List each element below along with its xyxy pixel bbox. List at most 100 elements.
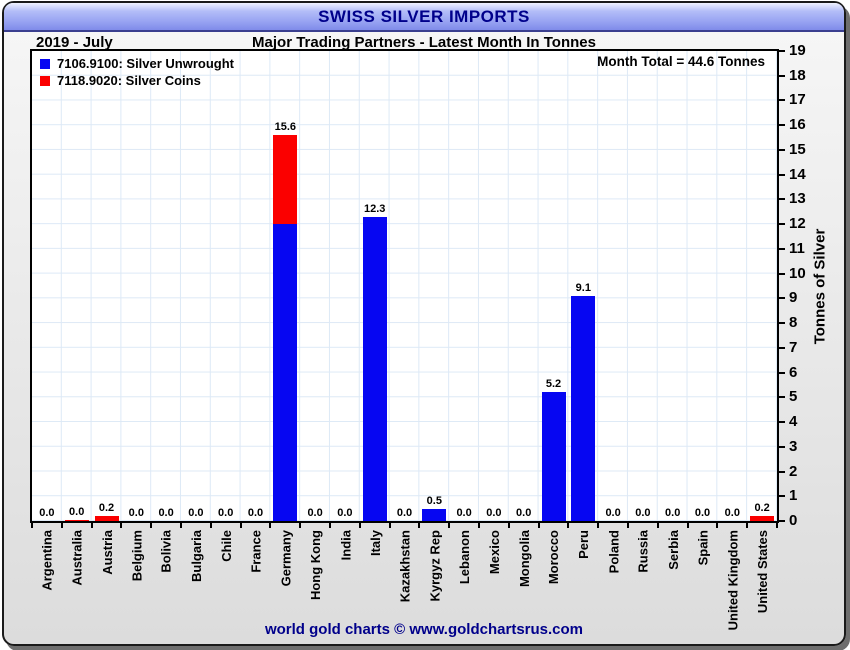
y-tick-label: 17 [789, 91, 806, 109]
x-tick [448, 523, 451, 528]
x-axis-label: Argentina [39, 530, 55, 591]
bar-value-label: 0.0 [39, 507, 55, 519]
x-tick [120, 523, 123, 528]
y-tick-label: 0 [789, 512, 798, 529]
x-axis-label: Kazakhstan [397, 530, 413, 603]
bar-value-label: 0.0 [635, 507, 651, 519]
bar-value-label: 0.0 [158, 507, 174, 519]
x-tick [507, 523, 510, 528]
chart-area: 0.0 0.0 0.2 0.0 0.0 0.0 0.0 0.0 15.6 0.0 0.0 12.3 0.… [30, 42, 844, 649]
bar-value-label: 15.6 [274, 121, 296, 134]
bar-value-label: 5.2 [545, 378, 562, 391]
y-tick-label: 16 [789, 116, 806, 134]
y-tick-label: 11 [789, 239, 805, 257]
y-tick-label: 5 [789, 388, 798, 406]
x-axis-label: Chile [218, 530, 234, 562]
y-tick-label: 18 [789, 66, 806, 84]
y-tick [779, 99, 785, 102]
x-tick [90, 523, 93, 528]
x-tick [329, 523, 331, 528]
x-axis-label: Bolivia [159, 530, 175, 573]
y-tick [779, 346, 785, 349]
x-tick [358, 523, 361, 528]
y-tick [779, 247, 785, 250]
x-axis-label: Serbia [665, 530, 681, 570]
bar-value-label: 0.0 [337, 507, 353, 519]
bar-segment [541, 392, 566, 521]
y-tick [779, 74, 785, 77]
x-tick [567, 523, 570, 528]
y-tick [779, 470, 785, 473]
y-tick-label: 7 [789, 338, 798, 356]
y-tick-label: 1 [789, 487, 798, 505]
bar-value-label: 12.3 [363, 202, 386, 215]
x-axis-label: Australia [69, 530, 85, 586]
bar-segment [422, 508, 447, 521]
y-tick [779, 148, 785, 151]
x-tick [716, 523, 719, 528]
y-tick-label: 9 [789, 289, 798, 307]
y-tick [779, 198, 785, 201]
x-axis-label: Poland [606, 530, 622, 574]
legend-item: 7118.9020: Silver Coins [40, 72, 234, 89]
x-axis-label: Lebanon [457, 530, 473, 585]
y-tick-label: 19 [789, 42, 806, 59]
bar-value-label: 0.2 [754, 502, 770, 515]
x-tick [656, 523, 659, 528]
x-tick [776, 523, 778, 528]
x-tick [746, 523, 749, 528]
bar-value-label: 0.0 [456, 507, 472, 519]
bar-value-label: 0.0 [218, 507, 234, 519]
x-axis-label: India [337, 530, 353, 561]
footer-credit: world gold charts © www.goldchartsrus.co… [264, 621, 584, 638]
chart-header: 2019 - July Major Trading Partners - Lat… [4, 34, 844, 52]
x-axis-label: Peru [576, 530, 592, 559]
bar-segment [571, 295, 596, 521]
legend-item: 7106.9100: Silver Unwrought [40, 55, 234, 72]
bar-value-label: 0.0 [396, 507, 413, 519]
bar-value-label: 0.0 [486, 507, 502, 519]
x-tick [299, 523, 302, 528]
y-tick-label: 15 [789, 140, 806, 158]
x-axis-label: France [248, 530, 264, 573]
bar-segment [273, 135, 298, 225]
bar-segment [750, 516, 775, 521]
bar-segment [273, 224, 298, 521]
y-tick-label: 10 [789, 264, 806, 282]
bar-value-label: 0.0 [665, 507, 681, 519]
y-tick [779, 445, 785, 448]
legend: 7106.9100: Silver Unwrought 7118.9020: Si… [40, 55, 234, 89]
x-tick [627, 523, 629, 528]
bar-value-label: 0.0 [247, 507, 264, 519]
x-tick [388, 523, 391, 528]
legend-swatch [40, 75, 50, 86]
x-tick [597, 523, 600, 528]
y-tick-label: 8 [789, 314, 798, 332]
x-axis-label: Spain [695, 530, 711, 566]
bar-value-label: 0.0 [694, 507, 711, 519]
x-axis-label: Italy [367, 530, 383, 557]
bar-value-label: 0.0 [724, 507, 740, 519]
y-tick [779, 421, 785, 424]
y-tick-label: 6 [789, 363, 798, 381]
x-tick [686, 523, 689, 528]
y-tick [779, 223, 785, 226]
legend-swatch [40, 58, 50, 69]
x-axis-label: Morocco [546, 530, 562, 585]
chart-title: SWISS SILVER IMPORTS [318, 7, 530, 26]
y-tick [779, 371, 785, 374]
bar-segment [362, 216, 387, 521]
x-axis-label: Kyrgyz Rep [427, 530, 443, 602]
x-axis-label: Belgium [129, 530, 145, 582]
bar-value-label: 0.2 [98, 502, 115, 515]
x-tick [418, 523, 421, 528]
x-tick [239, 523, 242, 528]
month-total-annotation: Month Total = 44.6 Tonnes [597, 54, 765, 69]
y-tick-label: 3 [789, 437, 798, 455]
x-tick [478, 523, 480, 528]
y-axis-title: Tonnes of Silver [811, 228, 829, 344]
y-tick [779, 396, 785, 399]
title-bar: SWISS SILVER IMPORTS [4, 3, 844, 32]
x-axis-label: Austria [99, 530, 115, 575]
